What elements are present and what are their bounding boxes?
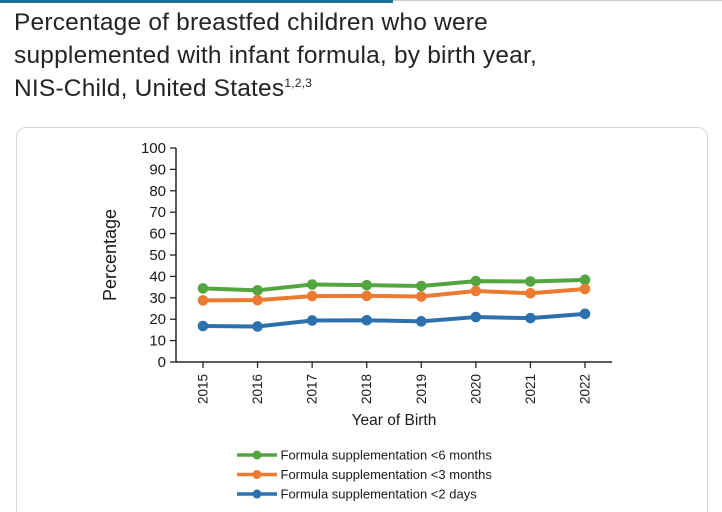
series-2-point-2020 <box>470 311 482 323</box>
y-axis-title: Percentage <box>100 209 120 301</box>
series-0-point-2022 <box>579 274 591 286</box>
series-1-point-2018 <box>361 290 373 302</box>
series-0-point-2016 <box>252 285 263 296</box>
y-axis-tick-label: 40 <box>149 268 166 285</box>
x-axis-tick-label: 2020 <box>468 374 483 404</box>
y-axis-tick-label: 50 <box>149 247 166 264</box>
legend-marker-dot <box>252 450 262 460</box>
x-axis-tick-label: 2017 <box>305 374 320 404</box>
series-1-point-2021 <box>525 288 536 299</box>
title-line-2: supplemented with infant formula, by bir… <box>14 42 538 69</box>
x-axis-tick-label: 2015 <box>196 374 211 404</box>
series-0-point-2015 <box>197 283 209 294</box>
series-line-1 <box>201 287 587 303</box>
page-title: Percentage of breastfed children who wer… <box>14 6 714 105</box>
series-0-point-2021 <box>525 276 536 287</box>
y-axis-tick-label: 60 <box>149 226 166 243</box>
axis-lines <box>175 148 612 363</box>
series-1-point-2016 <box>252 294 263 306</box>
y-axis-tick-label: 20 <box>149 311 166 328</box>
x-axis-tick-label: 2021 <box>523 374 538 404</box>
title-footnote-refs: 1,2,3 <box>284 75 313 90</box>
x-axis-tick-label: 2018 <box>359 374 374 404</box>
y-axis-tick-label: 30 <box>149 290 166 307</box>
series-1-point-2017 <box>306 290 318 302</box>
y-axis-tick-label: 90 <box>149 161 166 178</box>
legend-marker-dot <box>252 489 262 499</box>
series-0-point-2018 <box>361 279 373 291</box>
title-line-1: Percentage of breastfed children who wer… <box>14 9 488 36</box>
series-2-point-2021 <box>525 312 536 324</box>
series-2-point-2017 <box>306 315 318 326</box>
top-accent-bar <box>0 0 393 3</box>
title-line-3: NIS-Child, United States <box>14 75 285 102</box>
x-axis-tick-label: 2016 <box>250 374 265 404</box>
x-axis-tick-label: 2019 <box>414 374 429 404</box>
legend-label-2: Formula supplementation <2 days <box>281 487 478 502</box>
x-axis-tick-label: 2022 <box>578 374 593 404</box>
series-2-point-2022 <box>579 308 591 320</box>
y-axis-tick-label: 70 <box>149 204 166 221</box>
y-axis-tick-label: 0 <box>158 354 166 371</box>
legend-label-1: Formula supplementation <3 months <box>281 467 493 482</box>
legend-label-0: Formula supplementation <6 months <box>281 448 493 463</box>
series-1-point-2019 <box>415 291 427 302</box>
y-axis-tick-label: 80 <box>149 183 166 200</box>
series-0-point-2019 <box>415 280 427 292</box>
series-2-point-2016 <box>252 321 263 332</box>
series-1-point-2022 <box>579 283 591 295</box>
series-line-2 <box>201 311 587 329</box>
x-axis-title: Year of Birth <box>352 412 437 429</box>
series-line-0 <box>201 277 587 293</box>
series-0-point-2017 <box>306 279 318 290</box>
y-axis-tick-label: 10 <box>149 333 166 350</box>
series-1-point-2020 <box>470 285 482 297</box>
legend-marker-dot <box>252 470 262 479</box>
series-2-point-2019 <box>415 316 427 327</box>
y-axis-tick-label: 100 <box>141 140 166 157</box>
series-0-point-2020 <box>470 275 482 287</box>
series-2-point-2015 <box>197 320 209 332</box>
series-2-point-2018 <box>361 314 373 326</box>
series-1-point-2015 <box>197 295 209 306</box>
